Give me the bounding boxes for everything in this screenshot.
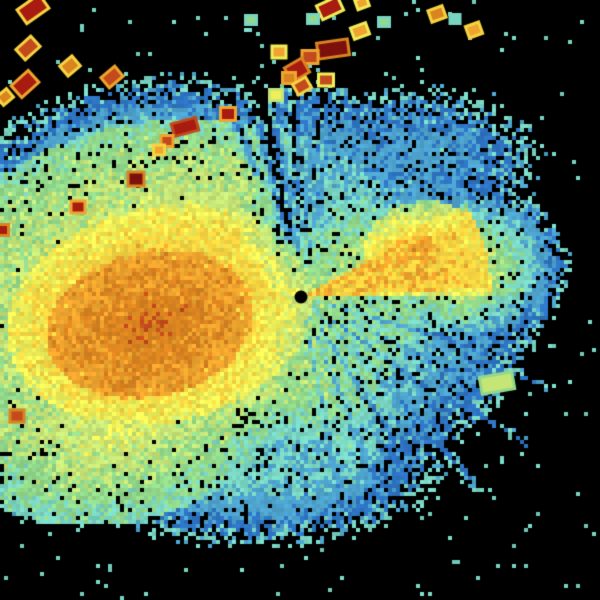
radar-display xyxy=(0,0,600,600)
radar-reflectivity-canvas xyxy=(0,0,600,600)
